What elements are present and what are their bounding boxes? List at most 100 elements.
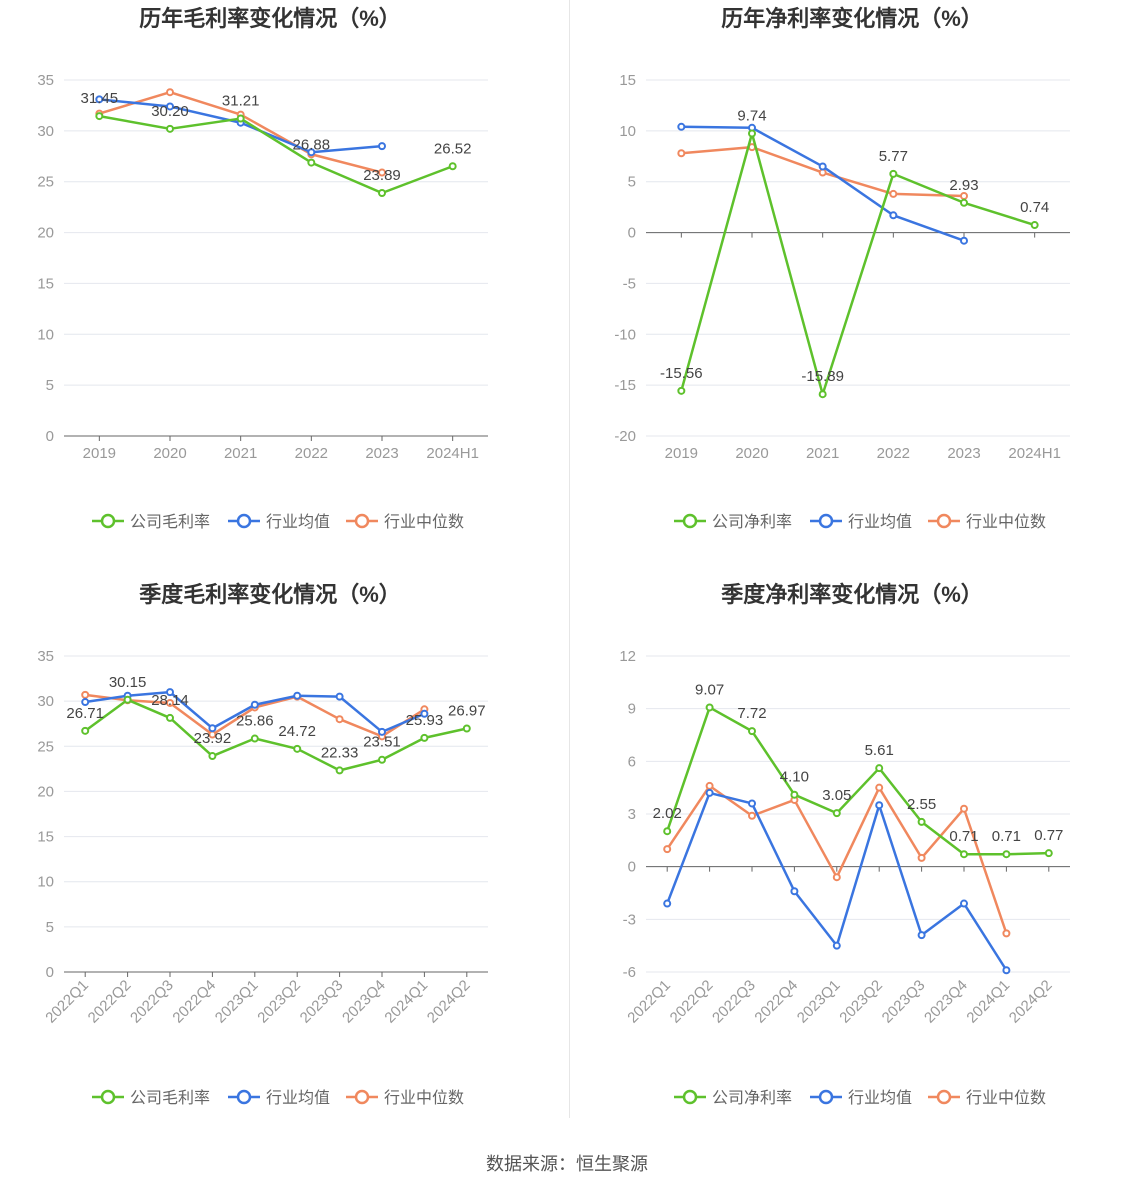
x-tick-label: 2019 (665, 445, 698, 462)
data-point-company (81, 726, 90, 735)
x-tick-label: 2022Q1 (624, 977, 674, 1027)
y-tick-label: 15 (37, 829, 54, 846)
x-tick-label: 2022Q4 (751, 977, 801, 1027)
y-tick-label: 35 (37, 648, 54, 665)
data-label: 7.72 (737, 705, 766, 722)
data-label: 28.14 (151, 692, 189, 709)
data-label: 23.92 (194, 730, 232, 747)
x-tick-label: 2023 (365, 445, 398, 462)
data-point-avg (378, 142, 386, 151)
y-tick-label: 30 (37, 123, 54, 140)
data-label: 0.71 (992, 828, 1021, 845)
y-tick-label: 25 (37, 738, 54, 755)
x-tick-label: 2020 (153, 445, 186, 462)
data-label: 0.74 (1020, 199, 1049, 216)
legend-label: 公司净利率 (712, 1089, 792, 1107)
y-tick-label: -3 (623, 911, 636, 928)
legend-marker (818, 513, 834, 529)
data-point-median (166, 698, 174, 707)
data-point-company (917, 817, 926, 826)
legend-marker (100, 1089, 116, 1105)
data-point-avg (81, 698, 90, 707)
data-point-median (960, 804, 968, 813)
data-point-median (705, 781, 714, 790)
panel-divider (569, 0, 570, 1118)
x-tick-label: 2022Q2 (85, 977, 135, 1027)
y-tick-label: 15 (619, 72, 636, 89)
data-label: 2.02 (653, 805, 682, 822)
legend-label: 行业中位数 (384, 513, 464, 531)
x-tick-label: 2023Q2 (254, 977, 304, 1027)
data-point-avg (335, 692, 344, 701)
data-point-company (293, 744, 302, 753)
data-point-median (818, 168, 827, 177)
data-point-company (307, 158, 316, 167)
y-tick-label: 10 (37, 326, 54, 343)
x-tick-label: 2022Q3 (127, 977, 177, 1027)
legend-label: 行业均值 (848, 1089, 912, 1107)
chart-title: 季度毛利率变化情况（%） (139, 582, 401, 607)
series-line-company (680, 132, 1036, 396)
data-point-company (748, 727, 756, 736)
data-point-median (335, 715, 344, 724)
legend-marker (818, 1089, 834, 1105)
data-point-median (663, 845, 672, 854)
legend-marker (936, 513, 952, 529)
data-point-avg (166, 688, 174, 697)
x-tick-label: 2024Q2 (424, 977, 474, 1027)
data-point-company (1030, 221, 1039, 230)
data-point-company (663, 827, 672, 836)
y-tick-label: -15 (614, 377, 636, 394)
quarterly-net-margin-chart: 季度净利率变化情况（%） -6 -3 0 3 6 9 12 2022Q1 2022Q2 2022Q3… (582, 576, 1134, 1152)
data-point-avg (250, 700, 259, 709)
data-label: 3.05 (822, 787, 851, 804)
data-source-footer: 数据来源：恒生聚源 (486, 1154, 648, 1174)
x-tick-label: 2021 (806, 445, 839, 462)
x-tick-label: 2022 (295, 445, 328, 462)
y-tick-label: 9 (628, 701, 636, 718)
data-point-company (1002, 850, 1011, 859)
data-point-avg (790, 887, 799, 896)
data-point-company (875, 764, 884, 773)
series-line-company (99, 114, 454, 195)
data-point-median (81, 690, 90, 699)
annual-gross-margin-svg: 历年毛利率变化情况（%） 0 5 10 15 20 25 30 35 2019 2020 2021 20… (37, 6, 488, 531)
data-point-avg (1002, 966, 1011, 975)
legend-marker (100, 513, 116, 529)
legend-marker (354, 513, 370, 529)
y-tick-label: -10 (614, 326, 636, 343)
data-label: 23.51 (363, 734, 401, 751)
annual-net-margin-svg: 历年净利率变化情况（%） -20 -15 -10 -5 0 5 10 15 2019 2020 202… (614, 6, 1070, 531)
y-tick-label: -20 (614, 428, 636, 445)
x-tick-label: 2023Q1 (794, 977, 844, 1027)
x-tick-label: 2023Q2 (836, 977, 886, 1027)
quarterly-gross-margin-svg: 季度毛利率变化情况（%）051015202530352022Q12022Q220… (37, 582, 488, 1107)
data-point-avg (960, 236, 968, 245)
x-tick-label: 2024Q1 (381, 977, 431, 1027)
data-point-company (166, 124, 174, 133)
data-point-avg (307, 148, 316, 157)
data-point-avg (818, 162, 827, 171)
data-point-company (250, 734, 259, 743)
data-point-company (236, 114, 245, 123)
x-tick-label: 2023Q4 (339, 977, 389, 1027)
data-point-company (378, 189, 386, 198)
x-tick-label: 2023Q1 (212, 977, 262, 1027)
y-tick-label: 30 (37, 693, 54, 710)
y-tick-label: 6 (628, 753, 636, 770)
data-label: 0.71 (949, 828, 978, 845)
y-tick-label: 20 (37, 783, 54, 800)
data-label: 31.21 (222, 93, 260, 110)
data-label: 0.77 (1034, 827, 1063, 844)
data-label: 25.93 (406, 712, 444, 729)
data-point-avg (917, 931, 926, 940)
y-tick-label: -5 (623, 275, 636, 292)
legend-marker (682, 513, 698, 529)
data-point-median (1002, 929, 1011, 938)
data-point-avg (705, 788, 714, 797)
data-label: 24.72 (278, 723, 316, 740)
series-line-avg (681, 125, 965, 242)
data-point-avg (293, 691, 302, 700)
data-label: 2.55 (907, 796, 936, 813)
x-tick-label: 2021 (224, 445, 257, 462)
